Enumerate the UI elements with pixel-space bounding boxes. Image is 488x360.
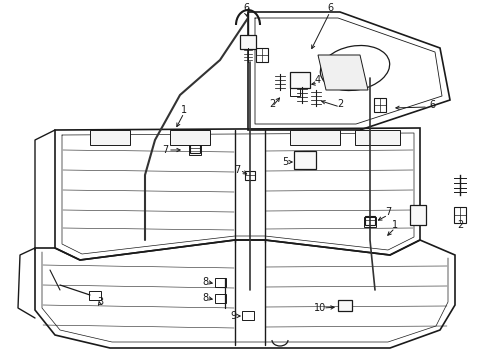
Text: 7: 7 [162,145,168,155]
Text: 8: 8 [202,293,207,303]
Text: 3: 3 [97,297,103,307]
Text: 7: 7 [233,165,240,175]
Text: 2: 2 [268,99,275,109]
Text: 7: 7 [384,207,390,217]
Text: 6: 6 [243,3,248,13]
Text: 8: 8 [202,277,207,287]
Text: 9: 9 [229,311,236,321]
Text: 1: 1 [391,220,397,230]
Text: 10: 10 [313,303,325,313]
Polygon shape [240,35,256,49]
Text: 1: 1 [181,105,187,115]
Polygon shape [337,300,351,310]
Polygon shape [289,130,339,145]
Polygon shape [170,130,209,145]
Text: 6: 6 [428,100,434,110]
Polygon shape [409,205,425,225]
Text: 2: 2 [456,220,462,230]
Text: 4: 4 [314,75,321,85]
Text: 2: 2 [336,99,343,109]
Polygon shape [293,151,315,169]
Polygon shape [289,72,309,88]
Polygon shape [317,55,367,90]
Polygon shape [90,130,130,145]
Text: 6: 6 [326,3,332,13]
Polygon shape [354,130,399,145]
Text: 5: 5 [281,157,287,167]
